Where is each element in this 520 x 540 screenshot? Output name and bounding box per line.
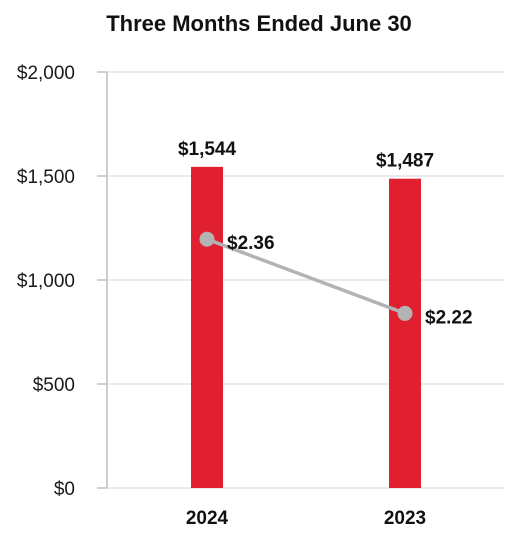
line-series — [199, 231, 413, 321]
y-tick-label: $0 — [54, 479, 75, 500]
bar-value-label: $1,487 — [376, 151, 434, 172]
line-point — [397, 305, 413, 321]
line-point — [199, 231, 215, 247]
chart-title: Three Months Ended June 30 — [106, 11, 412, 36]
line-value-label: $2.36 — [227, 233, 275, 254]
bar — [389, 178, 421, 489]
y-tick-label: $500 — [33, 375, 75, 396]
series-line — [206, 237, 406, 316]
y-tick-label: $2,000 — [17, 63, 75, 84]
bar-value-label: $1,544 — [178, 139, 237, 160]
y-tick-label: $1,500 — [17, 167, 75, 188]
x-tick-label: 2023 — [384, 508, 426, 529]
data-labels: $1,544 $1,487 $2.36 $2.22 — [178, 139, 473, 329]
x-axis: 2024 2023 — [186, 508, 426, 529]
bar — [191, 166, 223, 488]
y-axis: $0 $500 $1,000 $1,500 $2,000 — [17, 63, 108, 500]
bar-series — [191, 166, 421, 489]
grid-lines — [107, 71, 505, 489]
x-tick-label: 2024 — [186, 508, 229, 529]
y-tick-label: $1,000 — [17, 271, 75, 292]
line-value-label: $2.22 — [425, 307, 473, 328]
